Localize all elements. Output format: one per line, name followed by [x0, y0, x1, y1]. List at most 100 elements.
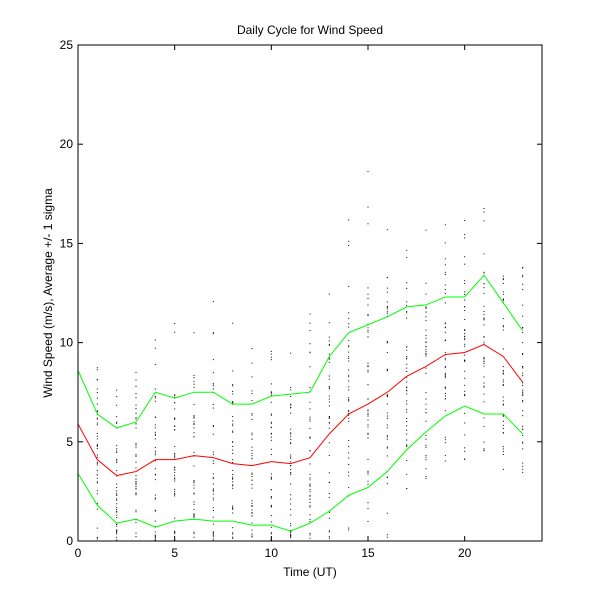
scatter-point [116, 510, 118, 512]
scatter-point [270, 395, 272, 397]
scatter-point [290, 503, 292, 505]
scatter-point [444, 284, 446, 286]
scatter-point [154, 534, 156, 536]
scatter-point [444, 365, 446, 367]
scatter-point [483, 318, 485, 320]
scatter-point [193, 415, 195, 417]
scatter-point [309, 501, 311, 503]
scatter-point [502, 453, 504, 455]
scatter-point [251, 484, 253, 486]
scatter-point [328, 455, 330, 457]
scatter-point [232, 533, 234, 535]
scatter-point [444, 375, 446, 377]
scatter-point [386, 447, 388, 449]
scatter-point [522, 332, 524, 334]
scatter-point [367, 206, 369, 208]
scatter-point [232, 441, 234, 443]
scatter-point [174, 472, 176, 474]
scatter-point [309, 313, 311, 315]
scatter-point [502, 299, 504, 301]
scatter-point [328, 344, 330, 346]
scatter-point [348, 376, 350, 378]
scatter-point [522, 304, 524, 306]
scatter-point [270, 433, 272, 435]
scatter-point [290, 442, 292, 444]
scatter-point [232, 441, 234, 443]
scatter-point [135, 493, 137, 495]
scatter-point [464, 370, 466, 372]
series-line-lower [77, 405, 524, 532]
scatter-point [522, 366, 524, 368]
scatter-point [96, 367, 98, 369]
scatter-point [483, 336, 485, 338]
scatter-point [96, 446, 98, 448]
scatter-point [386, 396, 388, 398]
scatter-point [406, 473, 408, 475]
scatter-point [116, 530, 118, 532]
scatter-point [425, 403, 427, 405]
scatter-point [444, 322, 446, 324]
scatter-point [522, 425, 524, 427]
scatter-point [193, 332, 195, 334]
scatter-point [232, 446, 234, 448]
scatter-point [290, 537, 292, 539]
scatter-point [464, 330, 466, 332]
scatter-point [270, 439, 272, 441]
scatter-point [251, 476, 253, 478]
scatter-point [464, 283, 466, 285]
scatter-point [96, 392, 98, 394]
scatter-point [309, 495, 311, 497]
scatter-point [154, 539, 156, 541]
y-tick-label: 0 [66, 534, 73, 548]
scatter-point [367, 415, 369, 417]
scatter-point [232, 476, 234, 478]
scatter-point [328, 353, 330, 355]
scatter-point [212, 372, 214, 374]
scatter-point [522, 448, 524, 450]
scatter-point [116, 486, 118, 488]
scatter-point [309, 479, 311, 481]
scatter-point [96, 417, 98, 419]
scatter-point [502, 298, 504, 300]
scatter-point [135, 447, 137, 449]
scatter-point [116, 452, 118, 454]
scatter-point [367, 480, 369, 482]
scatter-point [406, 249, 408, 251]
scatter-point [328, 416, 330, 418]
scatter-point [290, 433, 292, 435]
scatter-point [270, 350, 272, 352]
scatter-point [270, 506, 272, 508]
scatter-point [232, 505, 234, 507]
scatter-point [232, 462, 234, 464]
scatter-point [425, 372, 427, 374]
scatter-point [232, 425, 234, 427]
scatter-point [193, 383, 195, 385]
scatter-point [135, 392, 137, 394]
scatter-point [464, 294, 466, 296]
scatter-point [154, 364, 156, 366]
scatter-point [154, 339, 156, 341]
scatter-point [174, 323, 176, 325]
scatter-point [425, 478, 427, 480]
scatter-point [193, 493, 195, 495]
scatter-point [290, 483, 292, 485]
scatter-point [135, 478, 137, 480]
scatter-point [348, 351, 350, 353]
scatter-point [444, 242, 446, 244]
scatter-point [290, 514, 292, 516]
scatter-point [270, 359, 272, 361]
scatter-point [367, 419, 369, 421]
scatter-point [464, 458, 466, 460]
scatter-point [348, 439, 350, 441]
scatter-point [154, 474, 156, 476]
scatter-point [386, 455, 388, 457]
scatter-point [328, 511, 330, 513]
scatter-point [232, 512, 234, 514]
scatter-point [193, 377, 195, 379]
scatter-point [212, 473, 214, 475]
scatter-point [212, 478, 214, 480]
scatter-point [406, 287, 408, 289]
scatter-point [406, 439, 408, 441]
scatter-point [174, 425, 176, 427]
scatter-point [290, 498, 292, 500]
